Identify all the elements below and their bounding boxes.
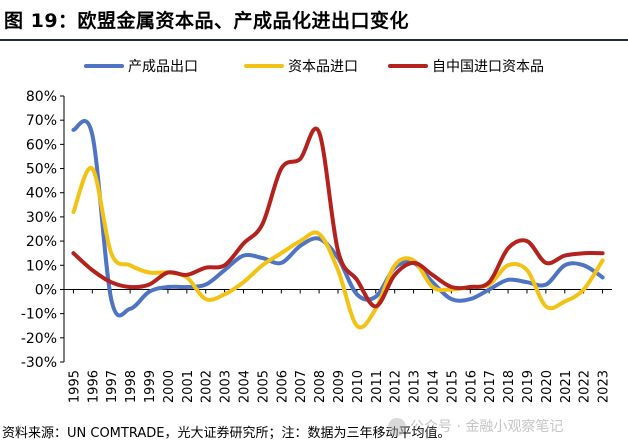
y-tick-label: 50% [26,162,57,178]
x-tick-label: 2002 [200,370,215,403]
title-divider [0,39,628,41]
y-tick-label: 70% [26,113,57,129]
legend-label-3: 自中国进口资本品 [432,59,544,75]
x-tick-label: 2013 [408,370,423,403]
x-tick-label: 2014 [426,370,441,403]
x-tick-label: 1998 [124,370,139,403]
x-tick-label: 2007 [294,370,309,403]
x-tick-label: 2018 [502,370,517,403]
y-tick-label: 60% [26,137,57,153]
y-tick-label: 40% [26,186,57,202]
x-tick-label: 2009 [332,370,347,403]
x-tick-label: 2020 [540,370,555,403]
x-tick-label: 2011 [370,370,385,403]
series-line-2 [71,166,605,330]
figure-title: 图 19：欧盟金属资本品、产成品化进出口变化 [4,10,410,32]
x-tick-label: 2015 [445,370,460,403]
x-tick-label: 2006 [275,370,290,403]
wechat-icon [388,418,406,436]
y-tick-label: -20% [21,331,57,347]
watermark: 公众号 · 金融小观察笔记 [388,416,563,436]
axes: -30% -20% -10% 0% 10% 20% 30% 40% 50% 60% 70% 80% 19… [21,89,612,403]
legend: 产成品出口 资本品进口 自中国进口资本品 [84,59,544,75]
y-tick-label: 20% [26,234,57,250]
series-lines [71,118,605,330]
x-tick-label: 2017 [483,370,498,403]
x-tick-label: 2010 [351,370,366,403]
x-tick-label: 2019 [521,370,536,403]
x-tick-label: 1999 [143,370,158,403]
series-line-3 [71,126,605,309]
x-tick-label: 1995 [67,370,82,403]
y-tick-label: 10% [26,258,57,274]
y-tick-label: -10% [21,307,57,323]
y-tick-label: -30% [21,355,57,371]
x-tick-label: 2008 [313,370,328,403]
watermark-text: 公众号 · 金融小观察笔记 [410,419,564,435]
legend-label-2: 资本品进口 [288,59,358,75]
x-tick-label: 1996 [86,370,101,403]
x-tick-label: 2022 [578,370,593,403]
y-tick-label: 30% [26,210,57,226]
x-tick-label: 2001 [181,370,196,403]
x-tick-label: 2003 [219,370,234,403]
x-tick-label: 2021 [559,370,574,403]
source-note: 资料来源：UN COMTRADE，光大证券研究所；注：数据为三年移动平均值。 [2,426,451,441]
x-tick-label: 2000 [162,370,177,403]
legend-label-1: 产成品出口 [128,59,198,75]
series-line-1 [71,118,605,318]
x-tick-label: 2016 [464,370,479,403]
x-tick-label: 2012 [389,370,404,403]
y-tick-label: 80% [26,89,57,105]
x-tick-label: 2004 [238,370,253,403]
x-tick-label: 2005 [256,370,271,403]
x-tick-label: 1997 [105,370,120,403]
x-tick-label: 2023 [597,370,612,403]
y-tick-label: 0% [35,282,57,298]
